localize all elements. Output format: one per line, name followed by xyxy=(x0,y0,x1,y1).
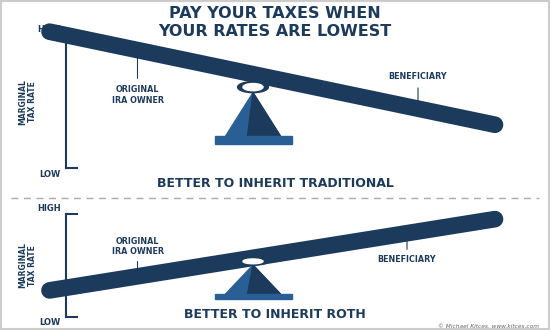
Circle shape xyxy=(243,259,263,264)
Text: ORIGINAL
IRA OWNER: ORIGINAL IRA OWNER xyxy=(112,85,163,105)
Text: ORIGINAL
IRA OWNER: ORIGINAL IRA OWNER xyxy=(112,237,163,256)
Text: MARGINAL
TAX RATE: MARGINAL TAX RATE xyxy=(18,242,37,288)
Text: BETTER TO INHERIT ROTH: BETTER TO INHERIT ROTH xyxy=(184,308,366,321)
Bar xyxy=(214,136,292,144)
Polygon shape xyxy=(226,93,280,136)
Text: LOW: LOW xyxy=(39,318,60,327)
Text: BENEFICIARY: BENEFICIARY xyxy=(389,72,447,81)
Polygon shape xyxy=(248,93,280,136)
Text: LOW: LOW xyxy=(39,170,60,179)
Text: HIGH: HIGH xyxy=(37,204,60,213)
Text: BETTER TO INHERIT TRADITIONAL: BETTER TO INHERIT TRADITIONAL xyxy=(157,177,393,190)
Circle shape xyxy=(238,82,268,93)
Polygon shape xyxy=(248,265,280,294)
Text: HIGH: HIGH xyxy=(37,25,60,34)
Text: BENEFICIARY: BENEFICIARY xyxy=(378,255,436,264)
Text: PAY YOUR TAXES WHEN
YOUR RATES ARE LOWEST: PAY YOUR TAXES WHEN YOUR RATES ARE LOWES… xyxy=(158,6,392,39)
Circle shape xyxy=(238,258,268,265)
Bar xyxy=(214,294,292,299)
Polygon shape xyxy=(226,265,280,294)
Text: © Michael Kitces, www.kitces.com: © Michael Kitces, www.kitces.com xyxy=(438,323,539,329)
Circle shape xyxy=(243,83,263,91)
Text: MARGINAL
TAX RATE: MARGINAL TAX RATE xyxy=(18,79,37,125)
